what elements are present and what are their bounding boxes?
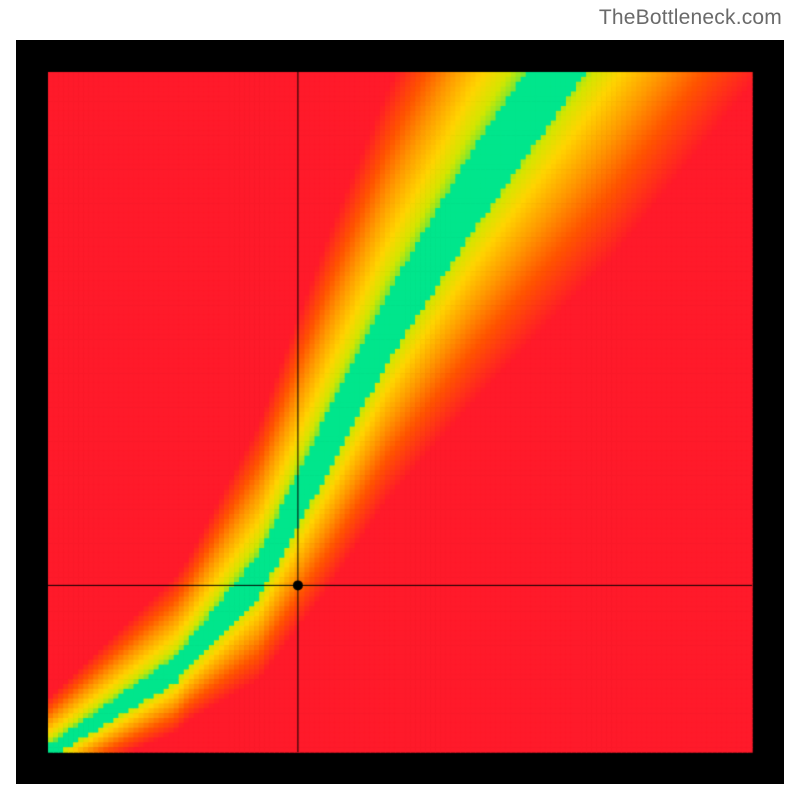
heatmap-canvas xyxy=(16,40,784,784)
heatmap-plot xyxy=(16,40,784,784)
watermark-text: TheBottleneck.com xyxy=(599,6,782,30)
